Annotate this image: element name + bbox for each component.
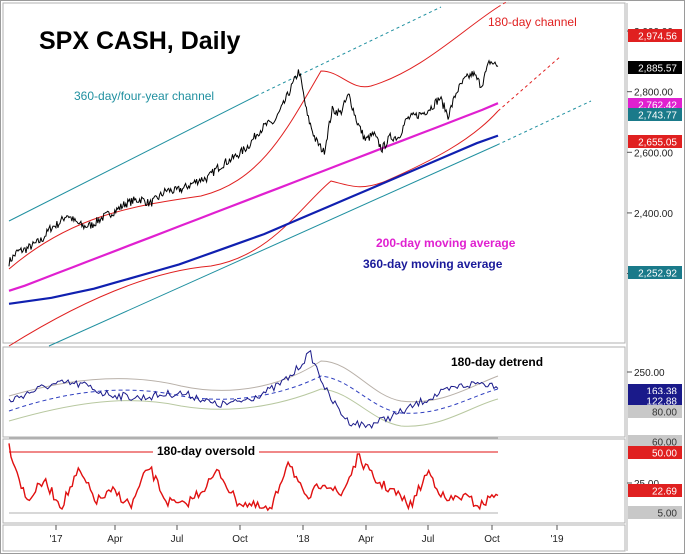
- svg-text:22.69: 22.69: [652, 487, 677, 498]
- value-badge: 2,974.56: [628, 29, 682, 43]
- channel-360-lower: [48, 144, 498, 347]
- value-badge: 22.69: [628, 484, 682, 498]
- ma-360-line: [8, 134, 499, 305]
- channel-180-upper-ext: [497, 1, 509, 8]
- x-tick-label: '19: [550, 534, 563, 545]
- oversold-panel: [2, 438, 626, 524]
- value-badge: 5.00: [628, 506, 682, 520]
- x-tick-label: '18: [296, 534, 309, 545]
- svg-text:2,743.77: 2,743.77: [638, 111, 677, 122]
- moving-averages: [8, 102, 499, 305]
- channel-180-label: 180-day channel: [488, 15, 577, 29]
- detrend-y-tick: 250.00: [634, 368, 665, 379]
- channel-lines: [8, 1, 592, 347]
- svg-text:2,974.56: 2,974.56: [638, 32, 677, 43]
- channel-360-upper-ext: [255, 6, 442, 97]
- value-badge: 2,762.42: [628, 98, 682, 112]
- detrend-panel: [2, 346, 626, 438]
- channel-180-upper: [8, 6, 499, 270]
- svg-text:122.88: 122.88: [646, 397, 677, 408]
- ma-360-label: 360-day moving average: [363, 257, 503, 271]
- value-badge: 50.00: [628, 446, 682, 460]
- chart-title: SPX CASH, Daily: [39, 27, 241, 55]
- value-badges: 2,974.56 2,885.57 2,762.422,743.77 2,655.05…: [628, 29, 682, 520]
- oversold-line: [8, 443, 499, 512]
- value-badge: 60.00: [628, 435, 682, 449]
- value-badge: 2,743.77: [628, 108, 682, 122]
- svg-text:2,655.05: 2,655.05: [638, 138, 677, 149]
- channel-360-upper: [8, 95, 257, 222]
- y-tick-label: 2,400.00: [634, 209, 673, 220]
- x-tick-label: '17: [49, 534, 62, 545]
- value-badge: 2,655.05: [628, 135, 682, 149]
- ma-200-label: 200-day moving average: [376, 236, 516, 250]
- ma-200-line: [8, 102, 499, 292]
- detrend-mid-line: [8, 375, 499, 414]
- x-tick-label: Apr: [107, 534, 123, 545]
- svg-text:50.00: 50.00: [652, 449, 677, 460]
- channel-180-lower-ext: [497, 55, 562, 112]
- svg-text:2,762.42: 2,762.42: [638, 101, 677, 112]
- x-tick-label: Apr: [358, 534, 374, 545]
- svg-text:2,885.57: 2,885.57: [638, 64, 677, 75]
- x-tick-label: Oct: [232, 534, 248, 545]
- detrend-series: [8, 349, 499, 430]
- y-tick-labels: 3,000.002,800.002,600.002,400.002,200.00…: [627, 27, 673, 490]
- x-tick-label: Jul: [171, 534, 184, 545]
- oversold-label: 180-day oversold: [157, 444, 255, 458]
- x-axis-panel: [2, 524, 626, 552]
- detrend-lower-band: [8, 388, 499, 427]
- channel-360-lower-ext: [496, 100, 592, 146]
- x-tick-label: Jul: [422, 534, 435, 545]
- x-tick-label: Oct: [484, 534, 500, 545]
- x-tick-labels: '17 Apr Jul Oct '18 Apr Jul Oct '19: [49, 525, 564, 545]
- svg-text:163.38: 163.38: [646, 387, 677, 398]
- y-tick-label: 2,600.00: [634, 148, 673, 159]
- price-line: [8, 59, 499, 267]
- value-badge: 2,252.92: [628, 266, 682, 280]
- value-badge: 122.88: [628, 394, 682, 408]
- svg-text:80.00: 80.00: [652, 408, 677, 419]
- detrend-line: [8, 349, 499, 430]
- svg-text:5.00: 5.00: [658, 509, 678, 520]
- value-badge: 2,885.57: [628, 61, 682, 75]
- detrend-label: 180-day detrend: [451, 355, 543, 369]
- oversold-label-bg: [153, 444, 259, 458]
- detrend-upper-band: [8, 360, 499, 403]
- y-tick-label: 2,800.00: [634, 88, 673, 99]
- channel-180-lower: [8, 110, 499, 347]
- value-badge: 80.00: [628, 405, 682, 419]
- price-panel: [2, 2, 626, 344]
- svg-text:2,252.92: 2,252.92: [638, 269, 677, 280]
- value-badge: 163.38: [628, 384, 682, 398]
- channel-360-label: 360-day/four-year channel: [74, 89, 214, 103]
- svg-text:60.00: 60.00: [652, 438, 677, 449]
- price-series: [8, 59, 499, 267]
